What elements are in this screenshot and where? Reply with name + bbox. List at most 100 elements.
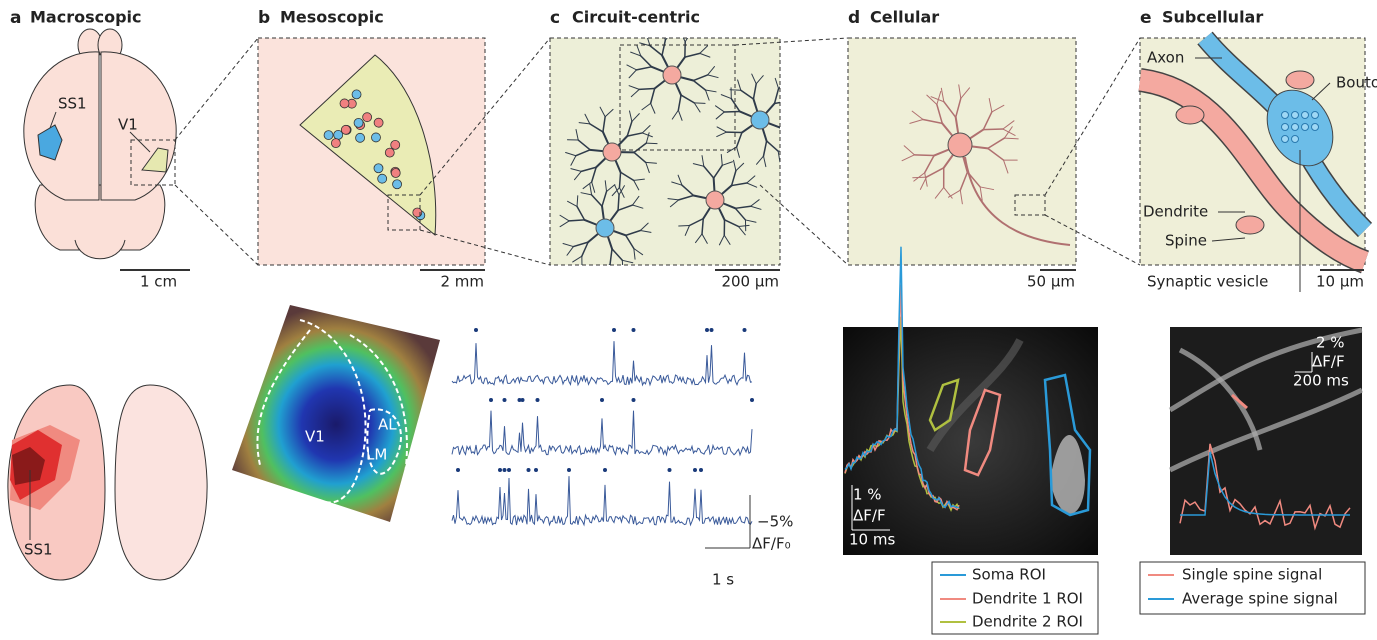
spike-dot <box>503 468 507 472</box>
dendrite <box>914 155 934 156</box>
panel-title: Cellular <box>870 8 939 27</box>
vesicle <box>1282 136 1289 143</box>
dendrite <box>796 116 803 124</box>
panel-letter: a <box>10 8 21 28</box>
spike-dot <box>503 398 507 402</box>
scale-label: −5% <box>757 513 793 531</box>
hemisphere <box>24 52 99 200</box>
vesicle <box>1302 112 1309 119</box>
dendrite <box>790 93 797 101</box>
neuron-dot <box>324 131 333 140</box>
soma <box>663 66 681 84</box>
spike-dot <box>489 398 493 402</box>
dendrite <box>569 220 584 221</box>
dendrite <box>610 264 614 274</box>
dendrite <box>618 195 619 210</box>
scale-label: 2 mm <box>440 273 484 291</box>
vesicle <box>1282 124 1289 131</box>
spine <box>1236 216 1264 234</box>
spike-dot <box>600 398 604 402</box>
dendrite <box>983 129 1003 130</box>
hemisphere <box>115 385 207 580</box>
scale-label: 2 % <box>1316 334 1345 352</box>
spike-dot <box>693 468 697 472</box>
panel-letter: d <box>848 8 860 28</box>
soma <box>706 191 724 209</box>
panel-letter: e <box>1140 8 1152 28</box>
neuron-dot <box>363 113 372 122</box>
dendrite <box>781 124 796 128</box>
neuron-dot <box>352 90 361 99</box>
brainstem <box>75 240 125 259</box>
legend-label: Dendrite 1 ROI <box>972 590 1083 608</box>
region-label: SS1 <box>58 95 87 113</box>
spike-dot <box>527 468 531 472</box>
legend-label: Single spine signal <box>1182 566 1322 584</box>
neuron-dot <box>385 148 394 157</box>
drawing-layer <box>8 29 1365 634</box>
panel-letter: b <box>258 8 270 28</box>
vesicle <box>1292 112 1299 119</box>
neuron-dot <box>374 118 383 127</box>
structure-label: Synaptic vesicle <box>1147 273 1268 291</box>
panel-letter: c <box>550 8 560 28</box>
soma <box>596 219 614 237</box>
hemisphere <box>101 52 176 200</box>
neuron-dot <box>374 164 383 173</box>
scale-label: 50 µm <box>1027 273 1075 291</box>
area-label: V1 <box>305 428 325 446</box>
connector <box>175 185 258 265</box>
scale-label: 1 % <box>853 486 882 504</box>
spike-dot <box>705 328 709 332</box>
legend-label: Soma ROI <box>972 566 1046 584</box>
spike-dot <box>612 328 616 332</box>
neuron-dot <box>354 118 363 127</box>
area-label: LM <box>366 446 387 464</box>
spike-dot <box>743 328 747 332</box>
dendrite <box>787 141 789 152</box>
dendrite <box>781 128 789 141</box>
spike-dot <box>456 468 460 472</box>
area-label: AL <box>378 416 397 434</box>
spike-dot <box>710 328 714 332</box>
vesicle <box>1292 136 1299 143</box>
spike-dot <box>536 398 540 402</box>
calcium-trace <box>452 411 752 455</box>
spike-dot <box>498 468 502 472</box>
calcium-trace <box>452 476 752 525</box>
structure-label: Spine <box>1165 232 1207 250</box>
panel-title: Macroscopic <box>30 8 142 27</box>
panel-title: Circuit-centric <box>572 8 700 27</box>
legend-label: Dendrite 2 ROI <box>972 613 1083 631</box>
scale-label: 200 ms <box>1293 372 1349 390</box>
soma <box>948 133 972 157</box>
scale-label: 10 ms <box>849 531 895 549</box>
spike-dot <box>534 468 538 472</box>
vesicle <box>1312 124 1319 131</box>
dendrite <box>789 141 799 145</box>
scale-label: ΔF/F <box>1312 353 1345 371</box>
structure-label: Axon <box>1147 49 1184 67</box>
scale-label: ΔF/F <box>853 507 886 525</box>
dendrite <box>790 101 800 104</box>
neuron-dot <box>391 140 400 149</box>
soma <box>603 143 621 161</box>
spike-dot <box>474 328 478 332</box>
connector <box>175 38 258 140</box>
region-label: V1 <box>118 116 138 134</box>
dendrite <box>639 89 654 90</box>
neuron-dot <box>393 180 402 189</box>
spike-dot <box>750 398 754 402</box>
neuron-dot <box>371 133 380 142</box>
spike-dot <box>632 398 636 402</box>
figure: a Macroscopic b Mesoscopic c Circuit-centric d… <box>0 0 1377 636</box>
spike-dot <box>668 468 672 472</box>
scale-label: 1 s <box>712 571 734 589</box>
soma <box>751 111 769 129</box>
spike-dot <box>699 468 703 472</box>
panel-title: Mesoscopic <box>280 8 384 27</box>
dendrite <box>796 124 806 128</box>
spike-dot <box>603 468 607 472</box>
vesicle <box>1312 112 1319 119</box>
scale-label: 10 µm <box>1316 273 1364 291</box>
